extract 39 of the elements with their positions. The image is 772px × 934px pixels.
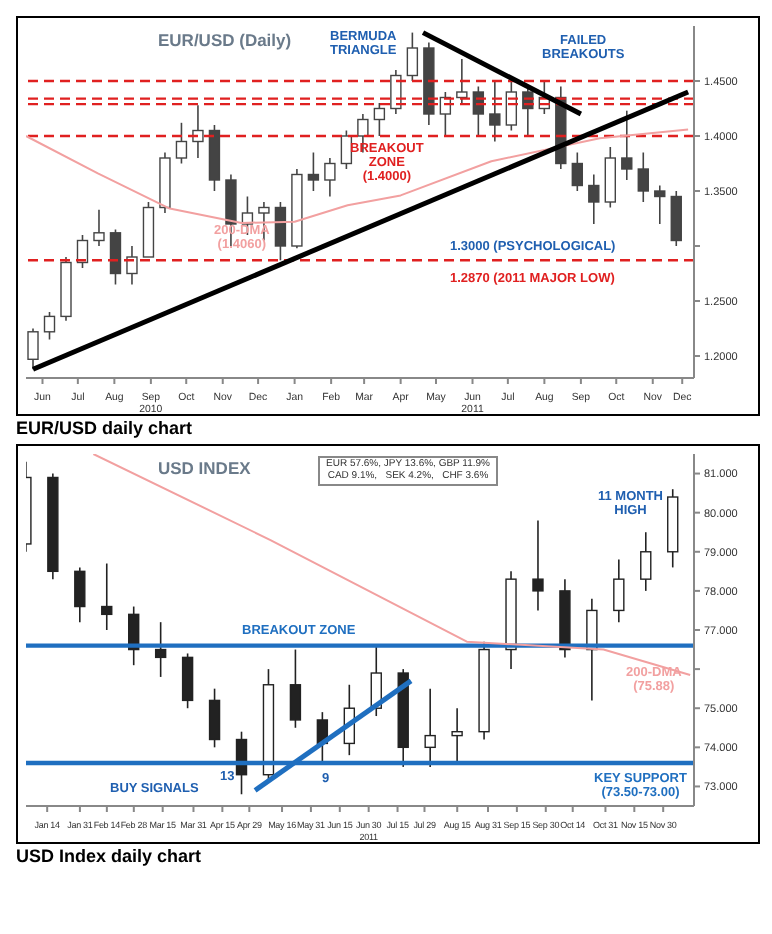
candlestick <box>373 102 386 137</box>
candlestick <box>670 190 682 247</box>
text: EUR/USD daily chart <box>16 418 195 438</box>
candlestick <box>126 245 138 286</box>
candlestick <box>27 327 39 370</box>
candlestick <box>208 687 221 749</box>
candlestick <box>621 109 633 181</box>
candlestick <box>451 707 463 764</box>
candlestick <box>406 31 419 82</box>
candlestick <box>74 566 86 623</box>
candlestick <box>640 531 652 592</box>
candlestick <box>489 80 501 143</box>
candlestick <box>637 151 649 203</box>
candlestick <box>613 558 625 623</box>
candlestick <box>604 146 616 209</box>
candlestick <box>181 652 194 710</box>
candlestick <box>571 151 584 192</box>
candlestick <box>532 519 544 612</box>
candlestick <box>274 201 287 262</box>
candlestick <box>109 228 122 286</box>
candlestick <box>588 173 600 225</box>
chart-title: EUR/USD (Daily) <box>158 30 292 50</box>
candlestick <box>456 58 468 104</box>
candlestick <box>307 151 320 192</box>
candlestick <box>43 311 56 341</box>
candlestick <box>289 648 302 729</box>
candlestick <box>192 104 204 159</box>
candlestick <box>101 562 113 631</box>
candlestick <box>175 122 188 165</box>
candlestick <box>93 208 105 247</box>
candlestick <box>424 687 436 768</box>
candlestick <box>154 621 167 678</box>
candlestick <box>324 157 336 198</box>
chart-title: USD INDEX <box>158 458 251 478</box>
line-series <box>92 454 692 676</box>
line-series <box>26 128 690 224</box>
text: USD Index daily chart <box>16 846 204 866</box>
candlestick <box>654 184 666 225</box>
candlestick <box>390 69 402 115</box>
